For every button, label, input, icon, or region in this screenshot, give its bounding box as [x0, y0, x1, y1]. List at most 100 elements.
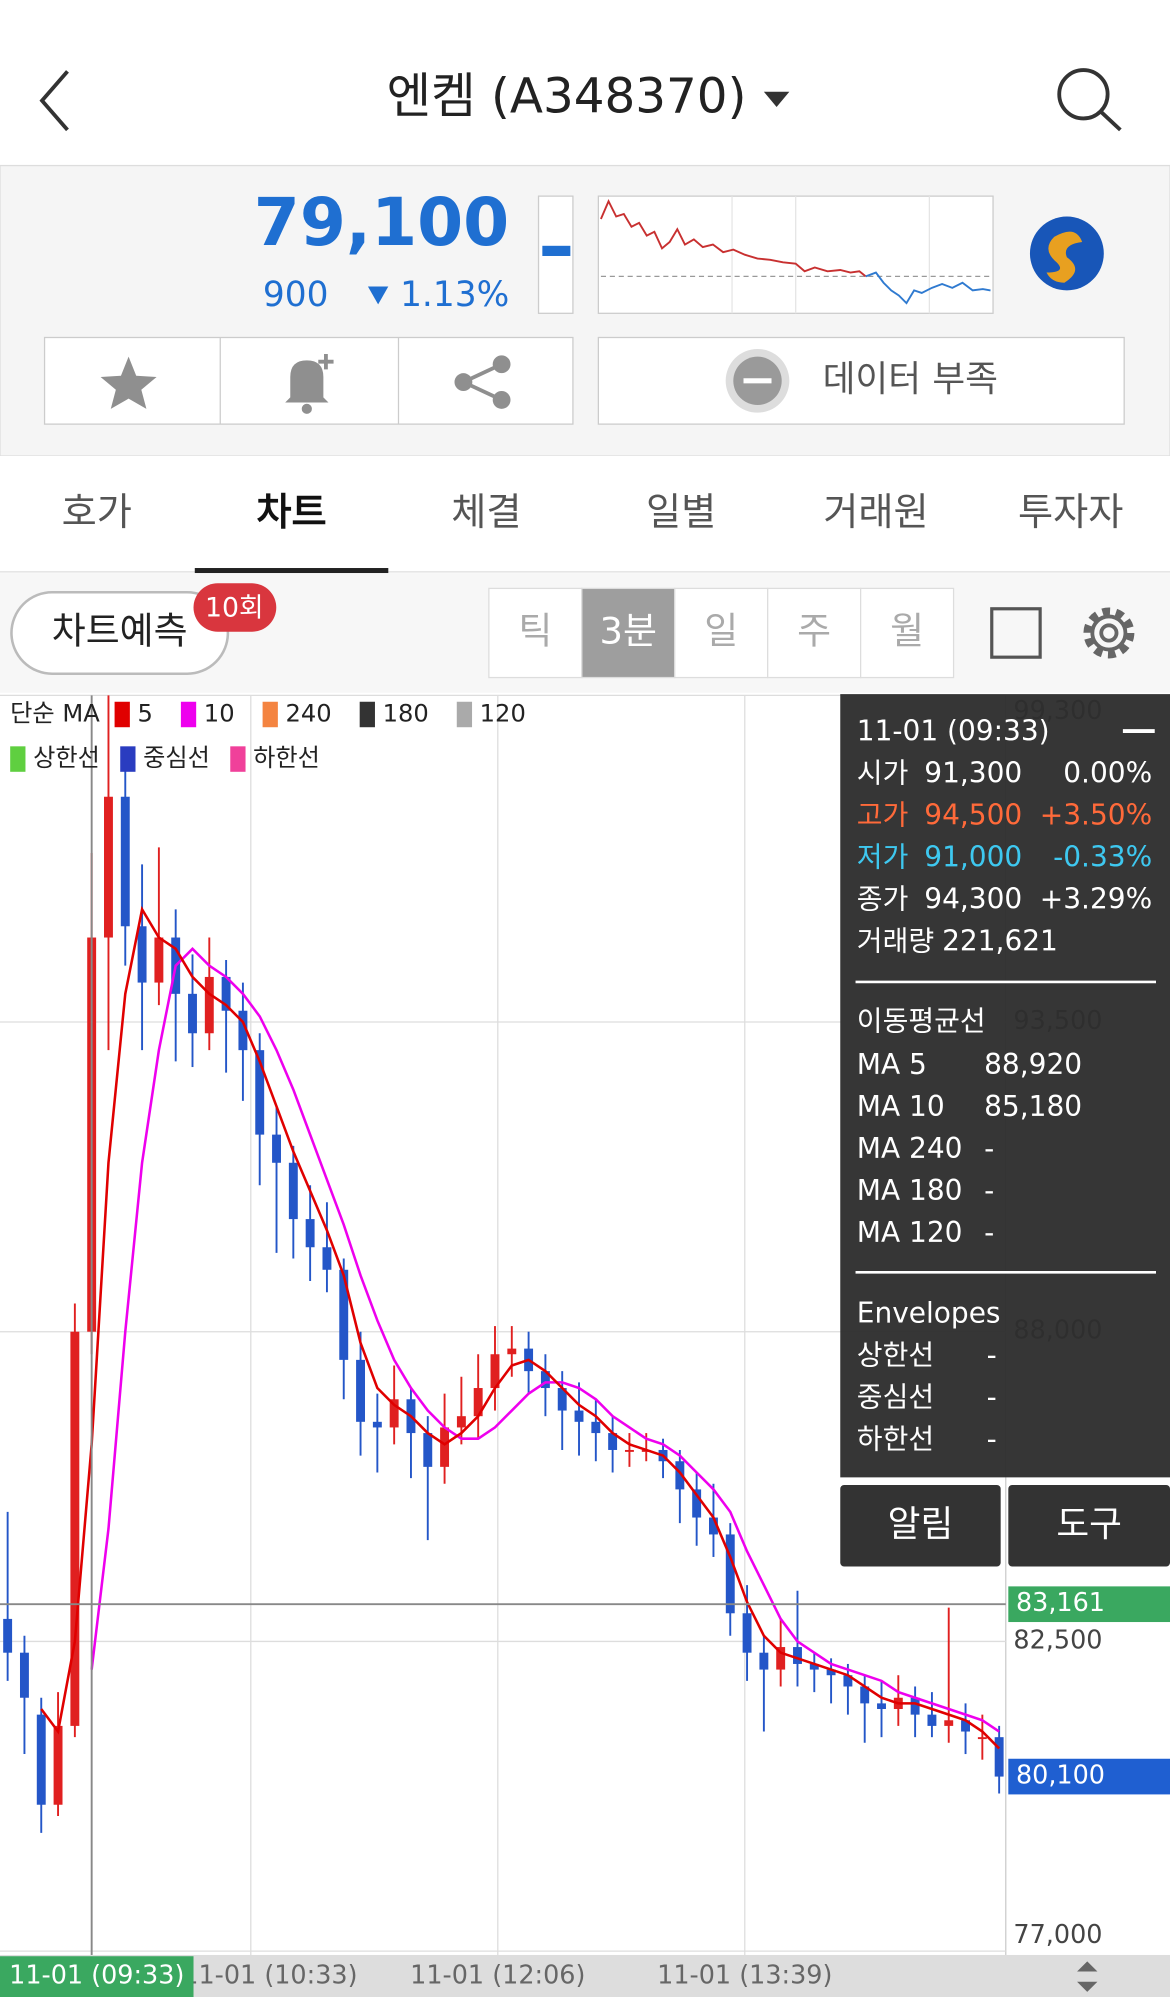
candle-body [877, 1703, 886, 1710]
x-tick-label: 11-01 (10:33) [182, 1961, 357, 1991]
candle-body [725, 1534, 735, 1614]
ma-value: - [984, 1174, 994, 1207]
legend-label: 10 [204, 699, 235, 727]
stock-title[interactable]: 엔켐 (A348370) [387, 68, 747, 124]
favorite-button[interactable] [100, 356, 157, 409]
period-button[interactable] [674, 587, 769, 679]
alert-button[interactable] [285, 354, 334, 414]
legend-label: 5 [137, 699, 152, 727]
crosshair-time: 11-01 (09:33) [9, 1961, 184, 1991]
crosshair-price: 83,161 [1016, 1588, 1105, 1618]
layout-button[interactable] [990, 607, 1042, 659]
candle-body [742, 1613, 752, 1653]
candle-body [238, 1010, 248, 1051]
period-label[interactable]: 3분 [600, 609, 657, 652]
candle-body [490, 1354, 500, 1389]
volume: 221,621 [942, 924, 1058, 957]
legend-swatch [230, 746, 246, 772]
candle-body [608, 1433, 618, 1450]
candle-body [423, 1433, 433, 1467]
price: 79,100 [254, 184, 509, 261]
panel-button-label[interactable]: 도구 [1056, 1504, 1122, 1545]
candle-body [557, 1388, 567, 1411]
candle-body [826, 1669, 836, 1676]
ma-label: MA 240 [857, 1132, 963, 1165]
legend-swatch [180, 701, 197, 728]
period-button[interactable] [859, 587, 955, 679]
candle-body [221, 976, 231, 1011]
search-button[interactable] [1057, 68, 1122, 132]
period-label[interactable]: 월 [890, 609, 924, 652]
tab-indicator [194, 568, 389, 574]
tab[interactable]: 차트 [256, 491, 326, 535]
tab[interactable]: 일별 [646, 491, 716, 535]
tab[interactable]: 거래원 [823, 491, 928, 535]
legend-label: 120 [480, 699, 526, 727]
candle-body [137, 926, 147, 983]
candle-body [53, 1725, 63, 1805]
ma-value: - [984, 1132, 994, 1165]
period-label[interactable]: 주 [797, 609, 831, 652]
candle-body [591, 1421, 601, 1434]
settings-button[interactable] [1083, 607, 1135, 659]
predict-label[interactable]: 차트예측 [52, 609, 188, 652]
back-button[interactable] [39, 70, 69, 132]
ohlc-pct: +3.29% [1040, 882, 1152, 915]
badge [193, 583, 277, 632]
candle-body [809, 1663, 819, 1670]
candle-body [372, 1421, 382, 1428]
ohlc-value: 91,000 [924, 840, 1022, 873]
ohlc-value: 94,500 [924, 798, 1022, 831]
ohlc-label: 시가 [857, 756, 909, 789]
period-button[interactable] [581, 587, 676, 679]
mini-candle [542, 245, 571, 256]
legend-label: 180 [383, 699, 429, 727]
ma-title: 이동평균선 [857, 1005, 986, 1038]
ma-value: - [984, 1216, 994, 1249]
candle-body [574, 1410, 584, 1422]
candle-body [204, 976, 214, 1034]
ma-label: MA 5 [857, 1048, 927, 1081]
down-arrow [367, 286, 389, 305]
env-title: Envelopes [857, 1296, 1001, 1329]
tab[interactable]: 호가 [62, 491, 132, 535]
panel-button[interactable] [1008, 1485, 1170, 1567]
panel-button[interactable] [840, 1485, 1001, 1567]
candle-body [977, 1737, 987, 1740]
dropdown-arrow[interactable] [763, 91, 790, 107]
share-button[interactable] [454, 355, 511, 409]
x-axis-bar [0, 1954, 1170, 1997]
crosshair-price-tag [1008, 1586, 1170, 1623]
ma-label: MA 180 [857, 1174, 963, 1207]
legend-title: 단순 MA [10, 699, 100, 727]
crosshair-time-box [0, 1956, 194, 1997]
predict-button[interactable] [10, 590, 230, 676]
ohlc-label: 종가 [857, 882, 909, 915]
candle-body [154, 937, 164, 983]
period-label[interactable]: 일 [704, 609, 738, 652]
period-button[interactable] [488, 587, 583, 679]
env-value: - [987, 1422, 997, 1455]
env-label: 상한선 [857, 1338, 934, 1371]
scroll-handle[interactable] [1077, 1961, 1098, 1992]
candle-body [188, 993, 197, 1034]
period-button[interactable] [767, 587, 862, 679]
candle-body [759, 1652, 769, 1670]
candle-body [255, 1050, 265, 1135]
legend-swatch [456, 701, 473, 728]
period-label[interactable]: 틱 [518, 609, 552, 652]
tab[interactable]: 투자자 [1018, 491, 1123, 535]
candle-body [356, 1359, 366, 1422]
candle-body [675, 1461, 685, 1490]
tab[interactable]: 체결 [451, 491, 521, 535]
ohlc-pct: 0.00% [1063, 756, 1152, 789]
candle-body [389, 1399, 399, 1428]
legend-label: 240 [286, 699, 332, 727]
tab-bar [0, 455, 1170, 574]
candle-body [456, 1416, 466, 1428]
candle-body [339, 1269, 349, 1360]
last-price-tag [1008, 1758, 1170, 1795]
env-label: 하한선 [857, 1422, 934, 1455]
panel-button-label[interactable]: 알림 [888, 1504, 954, 1545]
